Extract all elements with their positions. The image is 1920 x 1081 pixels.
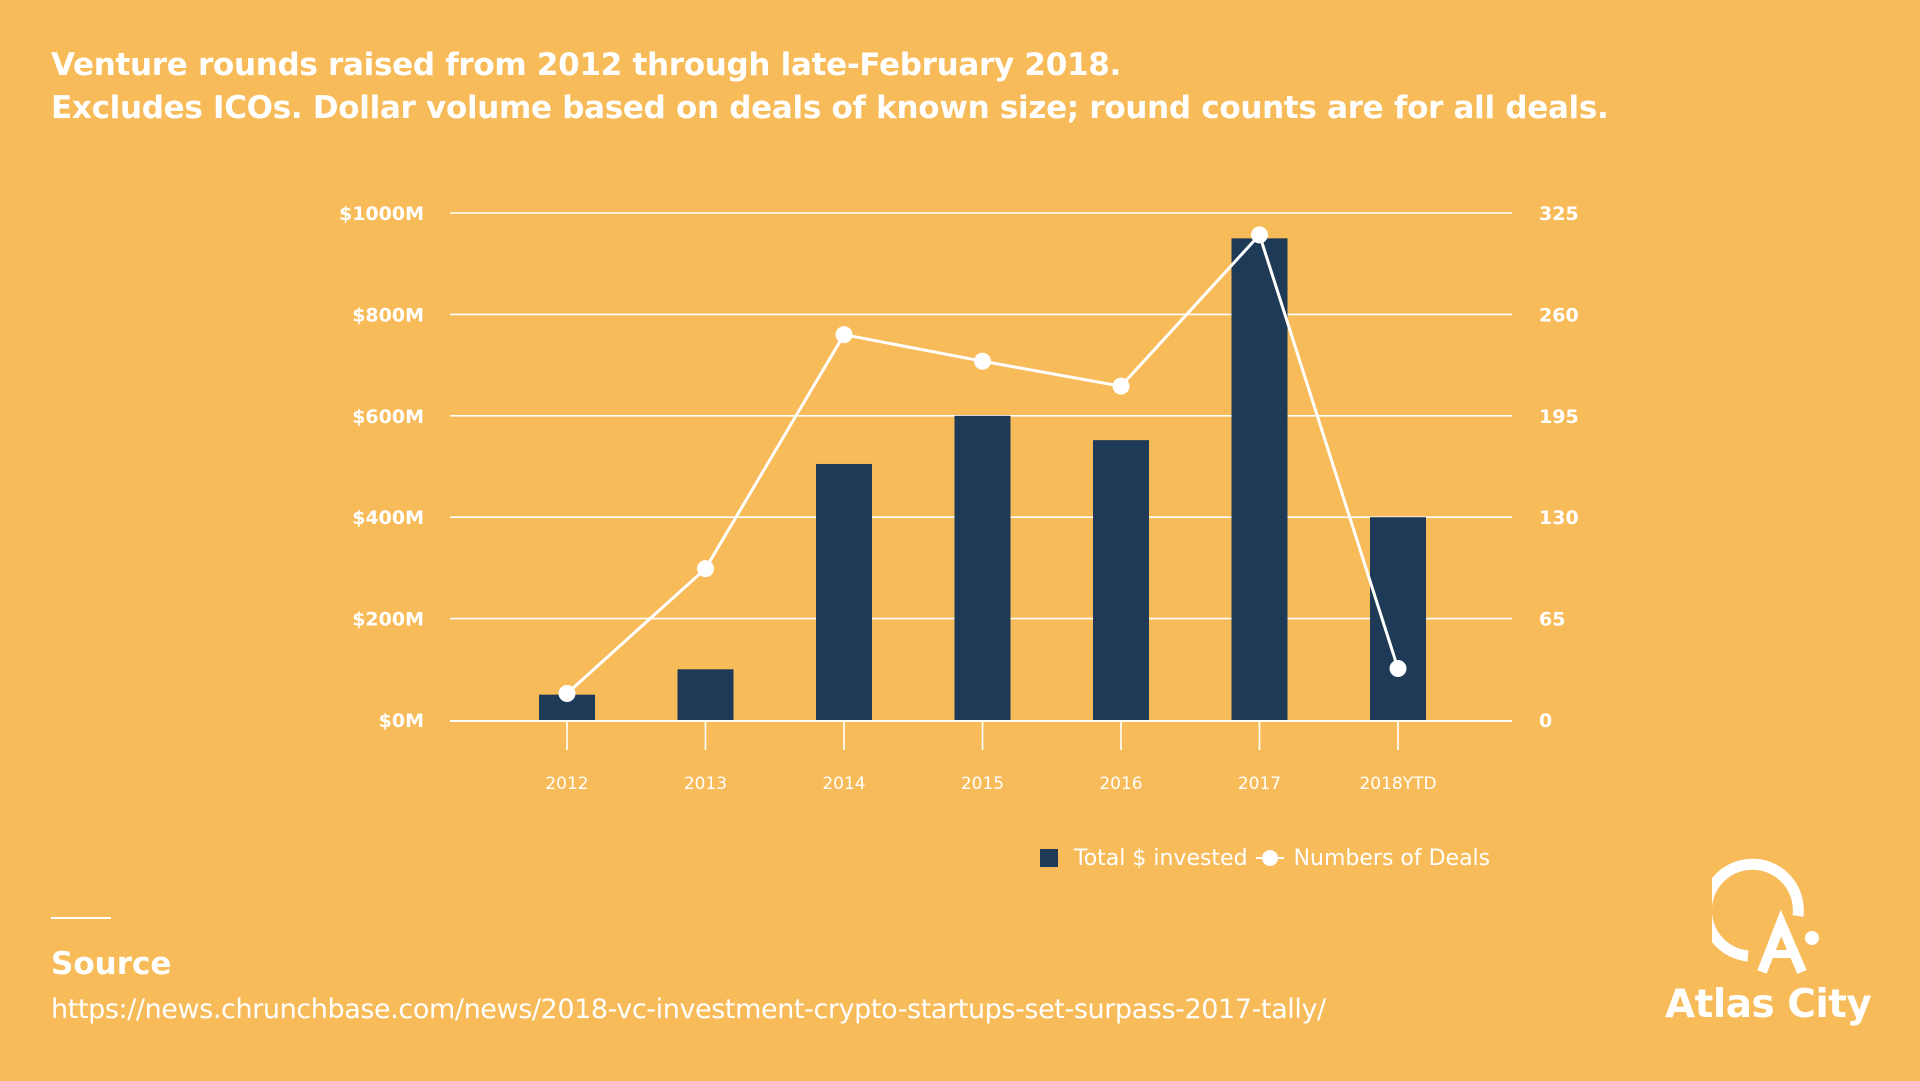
x-tick-label: 2013: [684, 774, 727, 794]
y-right-tick-label: 260: [1539, 304, 1579, 326]
legend-item-bar: Total $ invested: [1040, 846, 1248, 871]
deals-point: [1251, 226, 1268, 244]
chart-title-line-1: Venture rounds raised from 2012 through …: [51, 47, 1121, 83]
y-right-tick-label: 195: [1539, 406, 1579, 428]
y-left-tick-label: $200M: [352, 609, 424, 631]
atlas-city-logo-icon: [1712, 858, 1819, 974]
legend-item-line: Numbers of Deals: [1248, 845, 1491, 871]
bar: [816, 463, 872, 720]
source-link[interactable]: https://news.chrunchbase.com/news/2018-v…: [51, 994, 1326, 1025]
legend-bar-swatch: [1040, 849, 1058, 867]
bar: [1093, 440, 1149, 720]
source-heading: Source: [51, 946, 172, 982]
legend-line-swatch: [1255, 849, 1284, 867]
y-left-tick-label: $1000M: [339, 203, 424, 225]
bar-series: [539, 238, 1426, 720]
chart-legend: Total $ invested Numbers of Deals: [1040, 843, 1490, 873]
x-tick-label: 2016: [1099, 774, 1142, 794]
legend-line-label: Numbers of Deals: [1293, 845, 1491, 871]
axis-labels: $0M $200M $400M $600M $800M $1000M 0 65 130 195 26…: [339, 203, 1579, 794]
deals-point: [1389, 660, 1407, 678]
deals-point: [697, 560, 714, 578]
deals-point: [974, 352, 991, 370]
y-left-tick-label: $600M: [352, 406, 424, 428]
atlas-city-logo: Atlas City: [1660, 858, 1880, 1038]
deals-point: [835, 326, 853, 344]
x-tick-label: 2015: [961, 774, 1004, 794]
bar: [1231, 238, 1288, 720]
chart-title: Venture rounds raised from 2012 through …: [51, 44, 1851, 130]
chart-title-line-2: Excludes ICOs. Dollar volume based on de…: [51, 90, 1609, 126]
logo-text: Atlas City: [1665, 982, 1872, 1027]
source-divider: [51, 917, 111, 919]
deals-point: [558, 684, 576, 702]
chart-plot: $0M $200M $400M $600M $800M $1000M 0 65 130 195 26…: [339, 203, 1579, 794]
y-right-tick-label: 325: [1539, 203, 1579, 225]
x-tick-label: 2014: [822, 774, 865, 794]
line-series: [558, 226, 1407, 702]
x-axis: [450, 720, 1512, 750]
y-left-tick-label: $0M: [379, 710, 424, 732]
x-tick-label: 2017: [1238, 774, 1281, 794]
y-right-tick-label: 65: [1539, 609, 1565, 631]
bar: [1370, 517, 1426, 720]
x-tick-label: 2012: [545, 774, 588, 794]
x-tick-label: 2018YTD: [1359, 774, 1436, 794]
legend-bar-label: Total $ invested: [1074, 845, 1248, 871]
y-left-tick-label: $400M: [352, 507, 424, 529]
deals-point: [1112, 377, 1130, 395]
bar: [954, 415, 1011, 720]
y-right-tick-label: 130: [1539, 507, 1579, 529]
y-right-tick-label: 0: [1539, 710, 1552, 732]
bar: [677, 669, 734, 720]
y-left-tick-label: $800M: [352, 304, 424, 326]
